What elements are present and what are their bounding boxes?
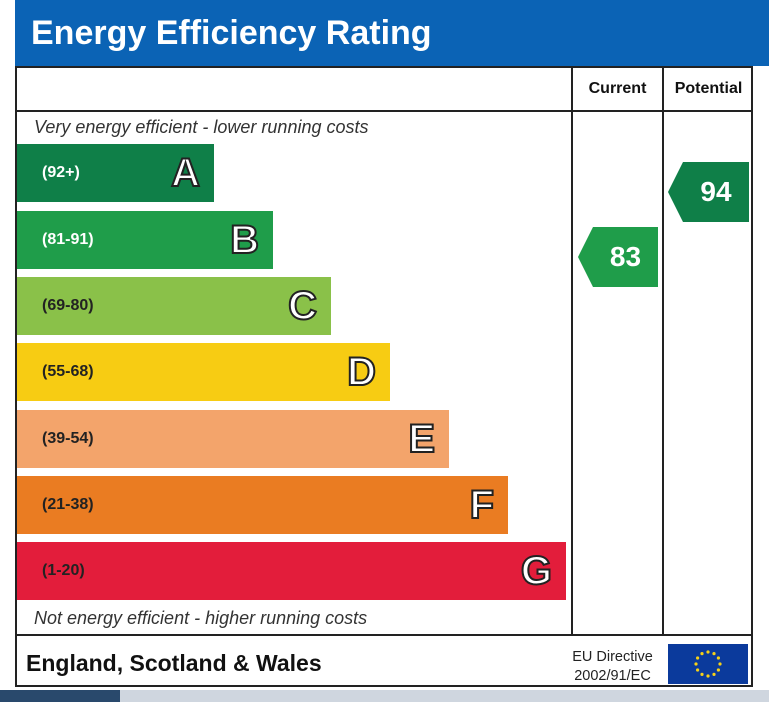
current-arrow-shape: [578, 227, 658, 287]
potential-rating-value: 94: [700, 176, 732, 207]
inefficient-note: Not energy efficient - higher running co…: [34, 608, 368, 628]
band-e: (39-54) E: [17, 410, 449, 468]
band-g: (1-20) G: [17, 542, 566, 600]
band-f: (21-38) F: [17, 476, 508, 534]
eu-directive-line2: 2002/91/EC: [574, 668, 651, 684]
band-a-range: (92+): [42, 164, 80, 181]
band-b-letter: B: [229, 217, 260, 263]
band-b-range: (81-91): [42, 231, 94, 248]
band-c: (69-80) C: [17, 277, 331, 335]
eu-flag-graphic: [668, 644, 748, 684]
band-c-range: (69-80): [42, 297, 94, 314]
footer-divider: [15, 634, 753, 636]
band-g-letter: G: [520, 548, 553, 594]
band-d: (55-68) D: [17, 343, 390, 401]
potential-arrow-shape: [668, 162, 749, 222]
eu-flag-icon: [668, 644, 748, 684]
band-d-range: (55-68): [42, 363, 94, 380]
band-a-letter: A: [170, 150, 201, 196]
eu-directive: EU Directive 2002/91/EC: [560, 648, 665, 686]
bottom-strip-accent: [0, 690, 120, 702]
potential-column-divider: [662, 66, 664, 636]
rating-header: Energy Efficiency Rating: [15, 0, 769, 66]
current-rating-value: 83: [609, 241, 642, 272]
band-e-range: (39-54): [42, 430, 94, 447]
band-f-range: (21-38): [42, 496, 94, 513]
band-e-letter: E: [407, 416, 436, 462]
band-c-letter: C: [287, 283, 318, 329]
band-f-letter: F: [469, 482, 495, 528]
band-b: (81-91) B: [17, 211, 273, 269]
region-label: England, Scotland & Wales: [26, 650, 322, 676]
efficient-note: Very energy efficient - lower running co…: [34, 117, 369, 137]
chart-title: Energy Efficiency Rating: [31, 14, 432, 52]
band-g-range: (1-20): [42, 562, 85, 579]
eu-directive-line1: EU Directive: [572, 649, 653, 665]
potential-rating-arrow: 94: [668, 162, 749, 222]
current-column-divider: [571, 66, 573, 636]
band-d-letter: D: [346, 349, 377, 395]
band-a: (92+) A: [17, 144, 214, 202]
current-rating-arrow: 83: [578, 227, 658, 287]
current-column-header: Current: [588, 80, 647, 97]
potential-column-header: Potential: [674, 80, 743, 97]
bottom-strip: [0, 690, 769, 702]
column-header-divider: [15, 110, 753, 112]
